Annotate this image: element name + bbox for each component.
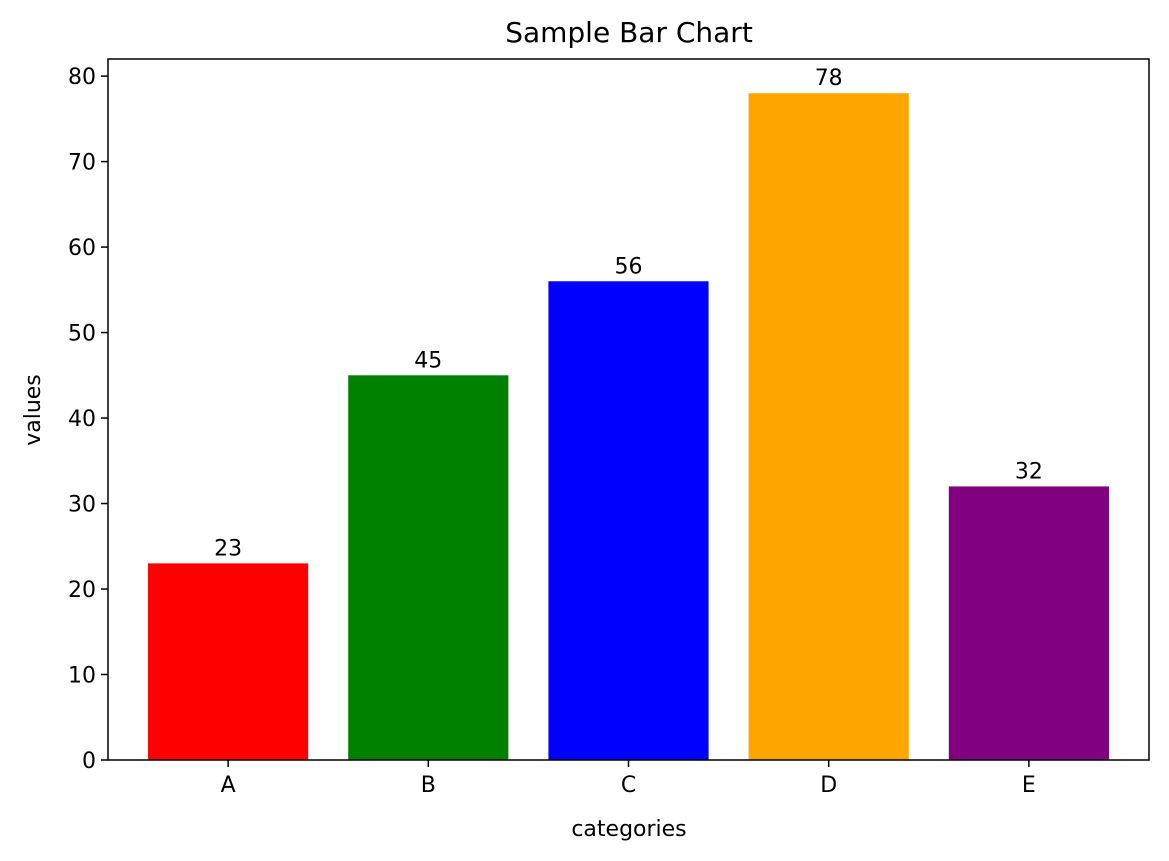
data-label-c: 56 [615,254,643,279]
data-label-a: 23 [214,536,242,561]
y-tick-label-0: 0 [82,749,96,774]
x-axis: A B C D E [221,760,1036,798]
y-tick-label-50: 50 [68,322,96,347]
bar-d [748,93,909,760]
y-tick-label-30: 30 [68,493,96,518]
y-tick-label-70: 70 [68,151,96,176]
bar-a [148,563,309,760]
y-tick-label-20: 20 [68,578,96,603]
x-tick-label-d: D [820,773,837,798]
bar-e [948,486,1109,760]
x-tick-label-b: B [421,773,436,798]
bars-layer [148,93,1109,760]
bar-b [348,375,509,760]
y-axis: 0 10 20 30 40 50 60 70 80 [68,65,108,774]
data-label-b: 45 [414,348,442,373]
data-label-d: 78 [815,66,843,91]
x-tick-label-a: A [221,773,236,798]
data-labels-layer: 23 45 56 78 32 [214,66,1043,561]
y-axis-label: values [21,374,46,446]
y-tick-label-80: 80 [68,65,96,90]
y-tick-label-40: 40 [68,407,96,432]
y-tick-label-60: 60 [68,236,96,261]
y-tick-label-10: 10 [68,664,96,689]
data-label-e: 32 [1015,459,1043,484]
bar-c [548,281,709,760]
x-tick-label-c: C [621,773,636,798]
x-axis-label: categories [571,817,686,842]
chart-title: Sample Bar Chart [505,16,753,49]
x-tick-label-e: E [1022,773,1036,798]
